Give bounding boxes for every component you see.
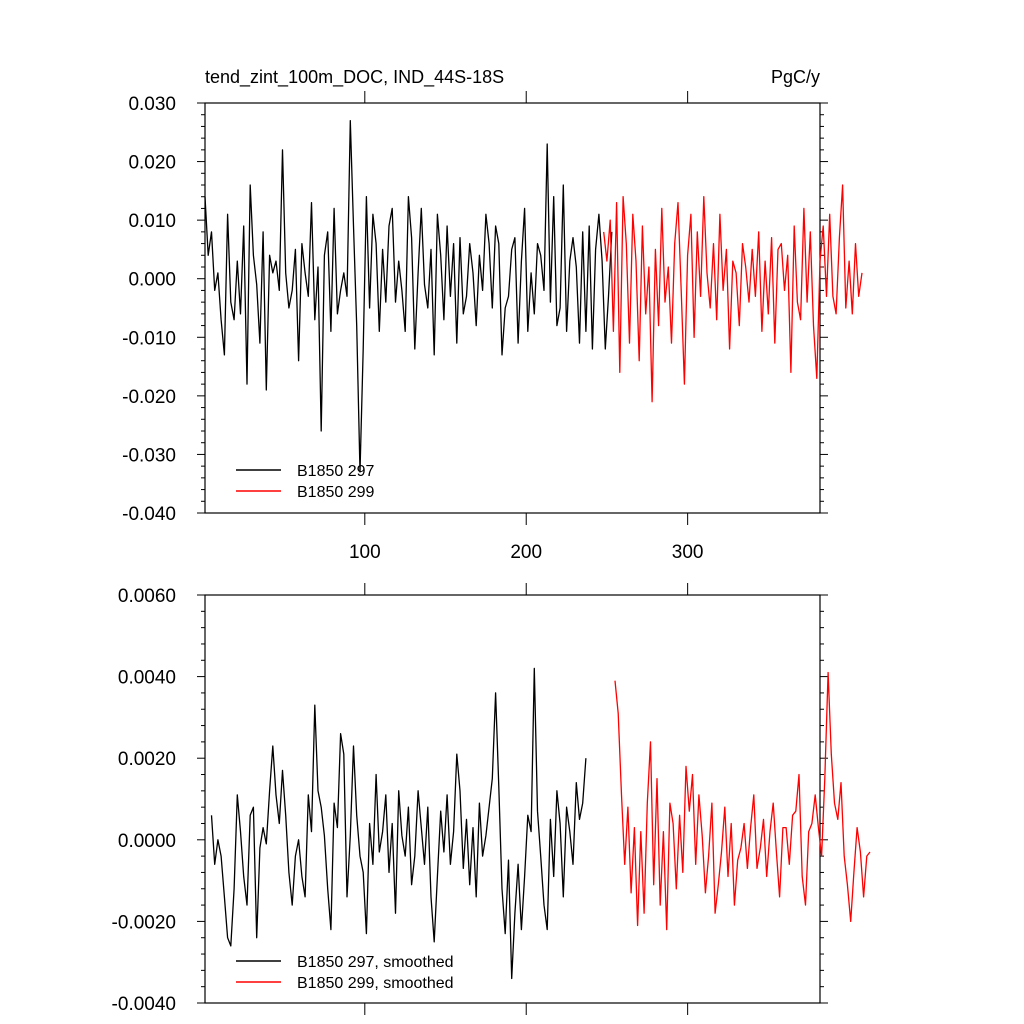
top-x-tick-label: 200 — [510, 542, 542, 563]
top-x-tick-label: 300 — [672, 542, 704, 563]
top-y-tick-label: -0.010 — [122, 328, 176, 349]
top-y-tick-label: 0.020 — [128, 153, 176, 174]
bottom-y-tick-label: 0.0060 — [118, 586, 176, 607]
top-chart-units: PgC/y — [771, 67, 820, 87]
bottom-y-tick-label: 0.0000 — [118, 831, 176, 852]
top-y-tick-label: -0.030 — [122, 445, 176, 466]
bottom-legend-label-297: B1850 297, smoothed — [297, 954, 454, 971]
bottom-y-tick-label: 0.0040 — [118, 668, 176, 689]
top-y-tick-label: 0.030 — [128, 94, 176, 115]
top-x-tick-labels: 100 200 300 — [349, 542, 704, 563]
top-panel: tend_zint_100m_DOC, IND_44S-18S PgC/y -0… — [122, 67, 863, 563]
bottom-y-tick-label: -0.0020 — [112, 912, 176, 933]
top-legend: B1850 297 B1850 299 — [236, 463, 375, 501]
bottom-legend-label-299: B1850 299, smoothed — [297, 975, 454, 992]
bottom-series-line-297 — [210, 667, 587, 980]
top-axis-ticks — [197, 91, 828, 525]
top-chart-title: tend_zint_100m_DOC, IND_44S-18S — [205, 67, 504, 88]
top-y-tick-label: 0.000 — [128, 270, 176, 291]
top-series-group — [204, 119, 863, 473]
top-y-tick-label: -0.020 — [122, 387, 176, 408]
bottom-y-tick-label: -0.0040 — [112, 994, 176, 1015]
bottom-series-group — [210, 667, 871, 980]
top-plot-frame — [204, 102, 821, 514]
bottom-series-line-299 — [614, 671, 871, 931]
top-y-tick-label: 0.010 — [128, 211, 176, 232]
top-y-tick-label: -0.040 — [122, 504, 176, 525]
top-legend-label-299: B1850 299 — [297, 484, 375, 501]
bottom-y-tick-labels: -0.0040 -0.0020 0.0000 0.0020 0.0040 0.0060 — [112, 586, 176, 1015]
bottom-plot-frame — [204, 594, 821, 1004]
top-x-tick-label: 100 — [349, 542, 381, 563]
bottom-axis-ticks — [197, 583, 828, 1015]
bottom-legend: B1850 297, smoothed B1850 299, smoothed — [236, 954, 454, 992]
top-series-line-297 — [204, 119, 613, 473]
top-series-line-299 — [603, 184, 863, 403]
top-legend-label-297: B1850 297 — [297, 463, 375, 480]
bottom-y-tick-label: 0.0020 — [118, 749, 176, 770]
top-y-tick-labels: -0.040 -0.030 -0.020 -0.010 0.000 0.010 0.020 0… — [122, 94, 176, 525]
bottom-panel: -0.0040 -0.0020 0.0000 0.0020 0.0040 0.0060 B… — [112, 583, 871, 1015]
